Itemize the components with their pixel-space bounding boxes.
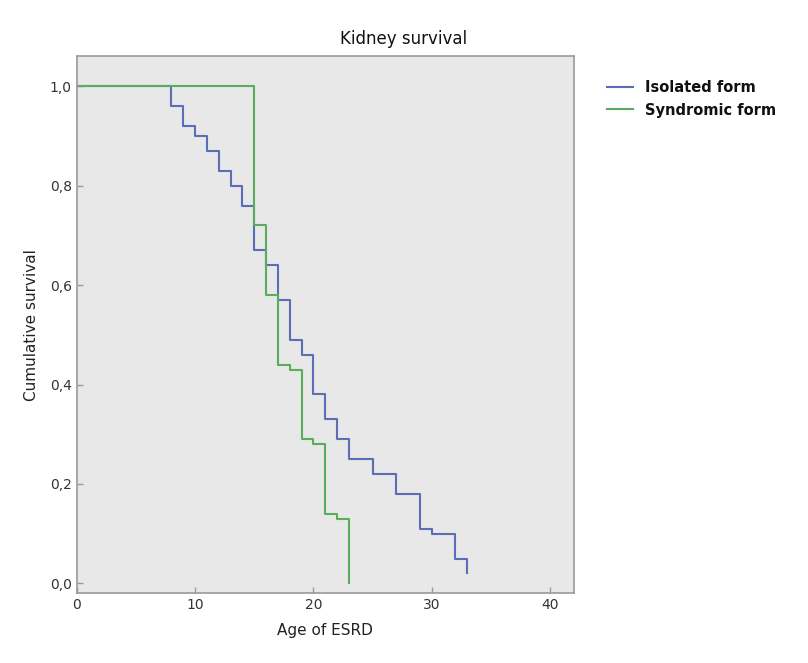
Y-axis label: Cumulative survival: Cumulative survival <box>23 249 39 401</box>
Text: Kidney survival: Kidney survival <box>340 30 468 48</box>
Legend: Isolated form, Syndromic form: Isolated form, Syndromic form <box>601 74 781 123</box>
X-axis label: Age of ESRD: Age of ESRD <box>277 623 373 638</box>
